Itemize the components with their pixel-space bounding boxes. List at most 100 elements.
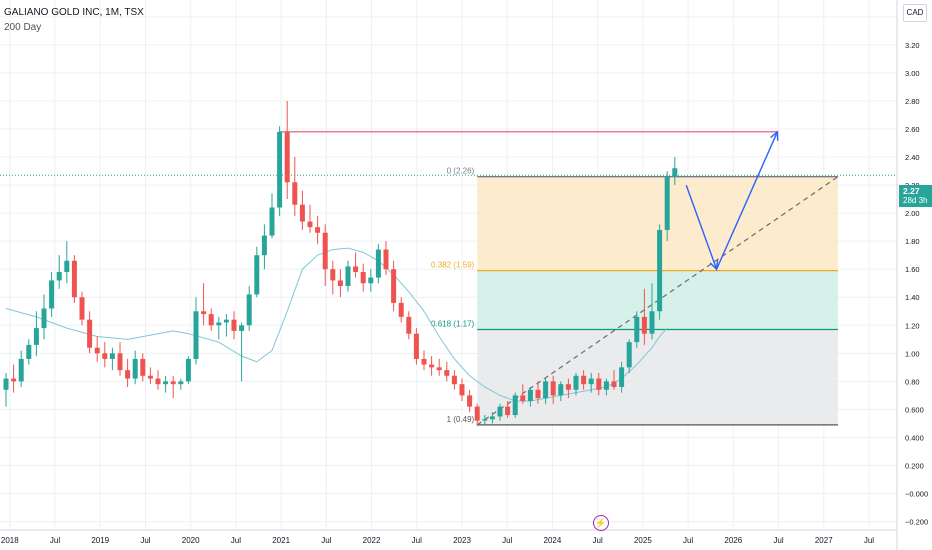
candle-body <box>619 367 625 387</box>
fib-level-label: 1 (0.49) <box>447 415 475 424</box>
y-tick-label: 1.60 <box>905 265 920 274</box>
candle <box>125 358 131 387</box>
candle-body <box>558 384 564 396</box>
candlestick-series <box>3 100 678 427</box>
candle <box>421 350 427 371</box>
candle-body <box>459 384 465 396</box>
candle-body <box>102 353 108 359</box>
candle-body <box>550 381 556 396</box>
candle-body <box>178 381 184 385</box>
candle <box>398 297 404 323</box>
candle-body <box>337 280 343 287</box>
currency-button[interactable]: CAD <box>903 4 927 22</box>
candle <box>254 246 260 298</box>
x-tick-label: 2024 <box>544 536 562 545</box>
y-tick-label: 1.00 <box>905 349 920 358</box>
candle <box>588 372 594 393</box>
candle <box>185 356 191 385</box>
candle-body <box>269 207 275 236</box>
candle-body <box>520 395 526 402</box>
candle-body <box>391 269 397 303</box>
candle <box>619 361 625 393</box>
candle-body <box>657 229 663 312</box>
candle <box>413 328 419 365</box>
candle <box>277 126 283 216</box>
y-tick-label: 1.80 <box>905 237 920 246</box>
candle <box>239 322 245 382</box>
fib-level-label: 0.382 (1.59) <box>431 261 474 270</box>
candle-body <box>588 378 594 385</box>
candle <box>246 286 252 331</box>
candle <box>375 243 381 284</box>
candle-body <box>611 381 617 387</box>
candle-body <box>573 375 579 390</box>
candle-body <box>672 168 678 177</box>
candle <box>649 283 655 340</box>
candle <box>512 392 518 418</box>
y-tick-label: 0.200 <box>905 462 924 471</box>
candle <box>307 204 313 233</box>
candle-body <box>193 311 199 359</box>
candle-body <box>436 367 442 371</box>
candle-body <box>322 232 328 270</box>
candle-body <box>581 375 587 385</box>
candle-body <box>41 308 47 329</box>
candle <box>231 311 237 340</box>
candle-body <box>330 269 336 281</box>
candle-body <box>33 328 39 345</box>
candle-body <box>512 395 518 416</box>
x-tick-label: 2026 <box>724 536 742 545</box>
candle-body <box>3 378 9 390</box>
candle <box>147 367 153 385</box>
candle-body <box>467 395 473 407</box>
arrow-head-up <box>770 130 779 141</box>
candle <box>87 311 93 354</box>
candle-body <box>18 358 24 382</box>
candle <box>64 241 70 284</box>
candle <box>603 378 609 396</box>
candle <box>527 386 533 407</box>
candle <box>634 311 640 348</box>
candle-body <box>596 378 602 390</box>
lightning-icon[interactable]: ⚡ <box>593 515 609 531</box>
symbol-title[interactable]: GALIANO GOLD INC, 1M, TSX <box>4 7 144 18</box>
candle <box>596 372 602 396</box>
candle <box>201 283 207 326</box>
candle-body <box>315 227 321 233</box>
candle <box>626 339 632 373</box>
candle <box>672 157 678 186</box>
x-tick-label: 2025 <box>634 536 652 545</box>
candle <box>18 350 24 387</box>
candle-body <box>664 176 670 230</box>
candle-body <box>641 316 647 334</box>
candle-body <box>71 260 77 298</box>
candle-body <box>231 319 237 331</box>
x-tick-label: 2018 <box>1 536 19 545</box>
candle <box>573 372 579 396</box>
candle <box>330 260 336 295</box>
candle <box>664 171 670 242</box>
candle-body <box>375 249 381 278</box>
x-tick-label: Jul <box>593 536 603 545</box>
y-tick-label: 2.80 <box>905 97 920 106</box>
candle <box>140 353 146 382</box>
y-tick-label: 0.600 <box>905 405 924 414</box>
candle-body <box>239 325 245 331</box>
fibonacci-retracement[interactable]: 0 (2.26) 0.382 (1.59) 0.618 (1.17) 1 (0.49) <box>431 167 838 426</box>
candle-body <box>368 277 374 284</box>
candle <box>337 269 343 298</box>
candle-body <box>429 364 435 368</box>
candle-body <box>261 235 267 256</box>
candle-body <box>649 311 655 334</box>
candle <box>132 350 138 385</box>
candle-body <box>527 389 533 402</box>
indicator-label[interactable]: 200 Day <box>4 22 42 33</box>
y-tick-label: 2.40 <box>905 153 920 162</box>
candle-body <box>246 294 252 326</box>
candle <box>261 224 267 270</box>
candle <box>79 291 85 326</box>
candle-body <box>482 419 488 421</box>
candle <box>360 263 366 292</box>
